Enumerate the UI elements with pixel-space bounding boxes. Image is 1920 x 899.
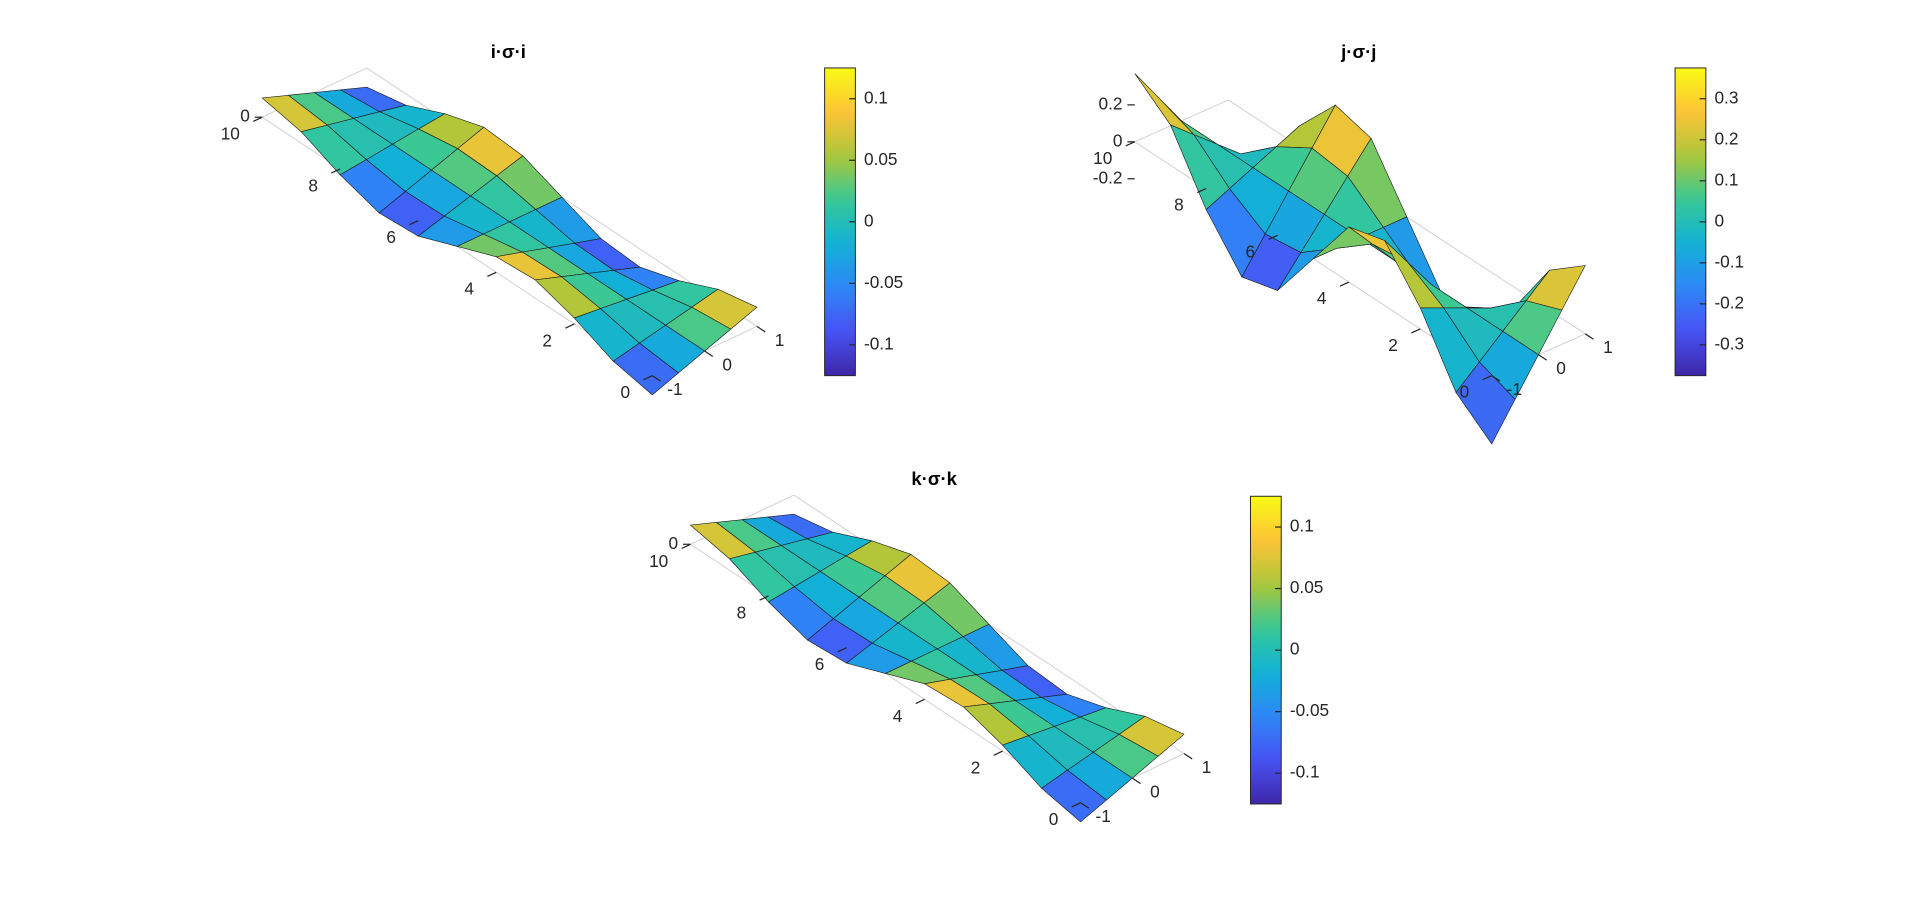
y-tick bbox=[1071, 802, 1081, 808]
y-tick bbox=[252, 116, 263, 122]
x-tick-label: 0 bbox=[1150, 782, 1160, 802]
y-tick-label: 4 bbox=[893, 706, 903, 726]
colorbar-tick-label: -0.2 bbox=[1714, 292, 1744, 312]
colorbar-tick-label: 0.1 bbox=[1290, 516, 1314, 536]
colorbar-tick-label: 0.05 bbox=[864, 149, 898, 169]
y-tick-label: 2 bbox=[1388, 335, 1398, 355]
y-tick-label: 6 bbox=[815, 654, 825, 674]
colorbar-tick-label: 0.1 bbox=[1714, 169, 1738, 189]
y-tick bbox=[1268, 234, 1278, 240]
y-tick bbox=[487, 271, 497, 278]
colorbar-tick-label: 0 bbox=[1714, 210, 1724, 230]
chart-title: k·σ·k bbox=[911, 468, 957, 489]
colorbar-tick-label: 0.2 bbox=[1714, 128, 1738, 148]
y-tick bbox=[1125, 141, 1136, 147]
y-tick-label: 8 bbox=[308, 175, 318, 195]
y-tick bbox=[1196, 188, 1207, 194]
colorbar-tick-label: -0.3 bbox=[1714, 333, 1744, 353]
y-tick-label: 10 bbox=[649, 551, 668, 571]
colorbar-tick-label: -0.1 bbox=[1290, 762, 1320, 782]
colorbar-tick-label: 0 bbox=[864, 210, 874, 230]
y-tick bbox=[681, 543, 691, 550]
y-tick-label: 10 bbox=[221, 124, 240, 144]
x-tick bbox=[1183, 752, 1193, 760]
surface-cell bbox=[1455, 361, 1516, 445]
x-tick bbox=[1080, 802, 1090, 809]
chart-title: j·σ·j bbox=[1340, 41, 1376, 62]
surface-cell bbox=[1041, 769, 1107, 823]
z-tick-label: 0 bbox=[669, 533, 679, 553]
surface-axes: 0 2 4 6 8 10 -1 0 1 -0.2 0 0.2 bbox=[1093, 73, 1613, 445]
y-tick bbox=[759, 595, 769, 601]
y-tick-label: 2 bbox=[542, 330, 552, 350]
y-tick bbox=[643, 375, 653, 381]
y-tick bbox=[993, 750, 1003, 756]
z-tick-label: 0 bbox=[1113, 130, 1123, 150]
z-tick-label: 0 bbox=[240, 106, 250, 126]
colorbar-tick-label: -0.05 bbox=[1290, 700, 1329, 720]
z-tick-label: -0.2 bbox=[1093, 167, 1123, 187]
y-tick bbox=[565, 323, 575, 329]
x-tick bbox=[1131, 777, 1141, 785]
colorbar-tick-label: 0.05 bbox=[1290, 577, 1324, 597]
y-tick-label: 0 bbox=[1049, 809, 1059, 829]
x-tick-label: 1 bbox=[775, 330, 785, 350]
x-tick-label: 1 bbox=[1202, 757, 1212, 777]
colorbar-tick-label: -0.05 bbox=[864, 272, 903, 292]
x-tick bbox=[1491, 375, 1501, 382]
y-tick-label: 6 bbox=[386, 227, 396, 247]
y-tick-label: 8 bbox=[1174, 195, 1184, 215]
y-tick-label: 0 bbox=[1460, 382, 1470, 402]
x-tick-label: -1 bbox=[1507, 379, 1522, 399]
y-tick-label: 4 bbox=[464, 279, 474, 299]
y-tick bbox=[915, 698, 925, 705]
y-tick-label: 4 bbox=[1317, 288, 1327, 308]
x-tick-label: 1 bbox=[1603, 337, 1613, 357]
x-tick bbox=[756, 325, 766, 333]
y-tick-label: 2 bbox=[971, 758, 981, 778]
y-tick-label: 10 bbox=[1093, 148, 1112, 168]
y-tick bbox=[837, 647, 847, 653]
x-tick-label: 0 bbox=[1556, 358, 1566, 378]
x-tick bbox=[1584, 333, 1594, 340]
colorbar-tick-label: -0.1 bbox=[1714, 251, 1744, 271]
x-tick bbox=[651, 375, 661, 382]
y-tick bbox=[1482, 375, 1492, 381]
colorbar-tick-label: -0.1 bbox=[864, 333, 894, 353]
colorbar-tick-label: 0.3 bbox=[1714, 87, 1738, 107]
y-tick bbox=[409, 220, 419, 226]
y-tick bbox=[1339, 281, 1350, 287]
colorbar-tick-label: 0 bbox=[1290, 639, 1300, 659]
surface-cell bbox=[612, 342, 679, 396]
z-tick-label: 0.2 bbox=[1099, 93, 1123, 113]
y-tick-label: 8 bbox=[737, 602, 747, 622]
y-tick bbox=[1411, 328, 1421, 334]
y-tick bbox=[331, 168, 341, 174]
x-tick-label: -1 bbox=[1096, 806, 1111, 826]
surface-cell bbox=[1134, 73, 1195, 135]
y-tick-label: 0 bbox=[620, 382, 630, 402]
y-tick-label: 6 bbox=[1245, 241, 1255, 261]
x-tick-label: -1 bbox=[667, 379, 682, 399]
colorbar-tick-label: 0.1 bbox=[864, 87, 888, 107]
x-tick-label: 0 bbox=[722, 355, 732, 375]
chart-title: i·σ·i bbox=[491, 41, 526, 62]
x-tick bbox=[704, 350, 714, 357]
x-tick bbox=[1538, 354, 1548, 361]
